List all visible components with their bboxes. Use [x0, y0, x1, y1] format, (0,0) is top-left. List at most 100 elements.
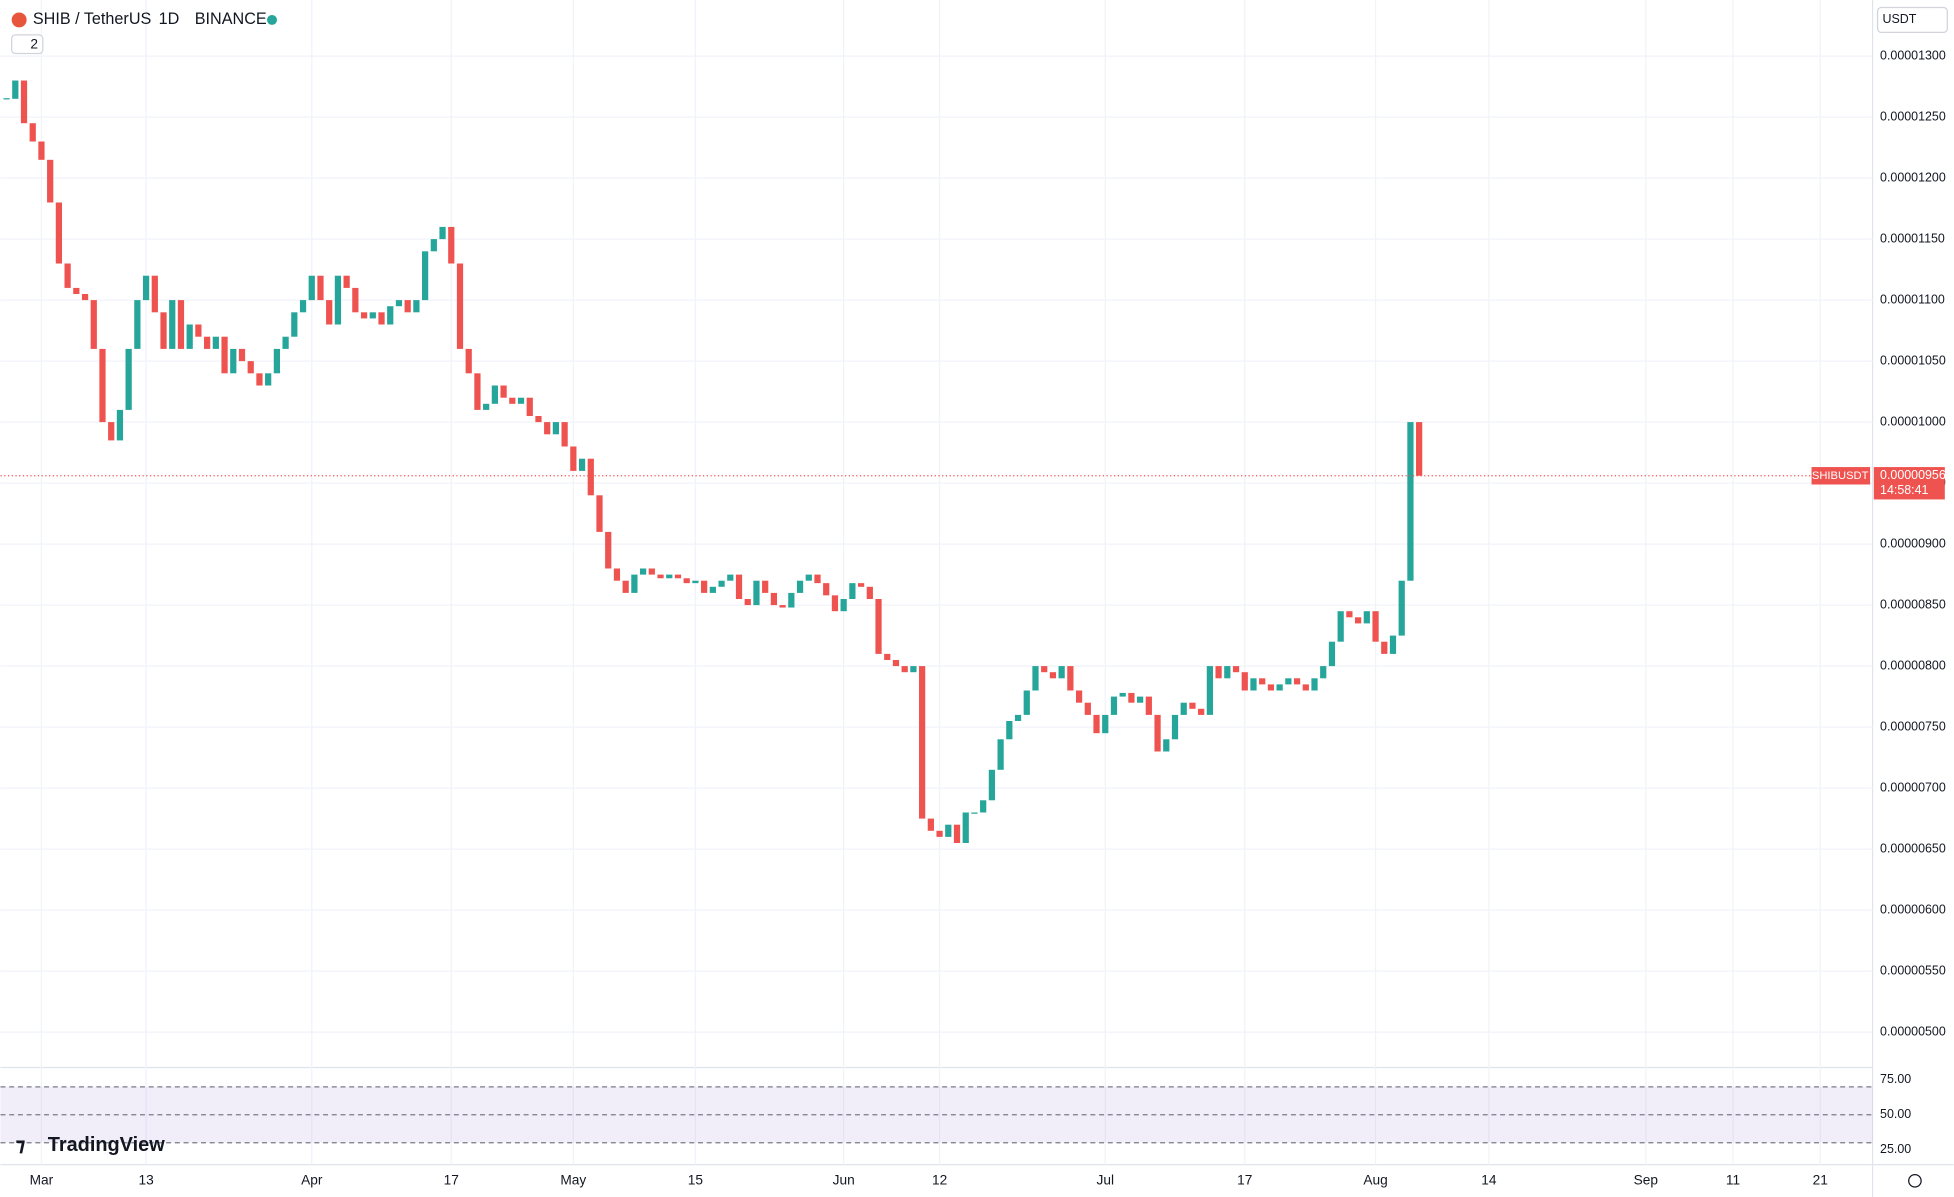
candle: [1320, 666, 1327, 679]
x-tick-label: 15: [688, 1172, 704, 1187]
y-tick-label: 0.00001050: [1880, 353, 1946, 367]
candle: [81, 294, 89, 301]
candle: [753, 580, 760, 606]
candle: [38, 141, 45, 160]
candle: [169, 300, 176, 349]
candle: [29, 123, 36, 142]
candle: [1049, 672, 1057, 679]
candle: [317, 275, 324, 301]
y-tick-label: 0.00000750: [1880, 719, 1946, 733]
candle: [953, 824, 961, 843]
candle: [788, 592, 795, 608]
rsi-tick-label: 50.00: [1880, 1107, 1911, 1121]
candle: [1154, 714, 1161, 752]
candle: [1354, 617, 1362, 624]
y-tick-label: 0.00000550: [1880, 963, 1946, 977]
y-tick-label: 0.00001100: [1880, 292, 1945, 306]
currency-button[interactable]: [1876, 6, 1948, 34]
x-tick-label: 11: [1726, 1172, 1740, 1187]
candle: [64, 263, 71, 288]
x-tick-label: 21: [1813, 1172, 1828, 1187]
candle: [186, 324, 193, 349]
candle: [326, 300, 333, 325]
candle: [99, 348, 106, 423]
y-tick-label: 0.00000700: [1880, 780, 1946, 794]
x-tick-label: May: [560, 1172, 586, 1187]
candle: [1206, 666, 1213, 715]
candle: [1163, 739, 1170, 752]
candle: [343, 275, 350, 288]
candle: [55, 202, 63, 264]
candle: [892, 659, 900, 667]
candle: [875, 598, 882, 654]
settings-icon[interactable]: [1908, 1173, 1922, 1188]
y-tick-label: 0.00000650: [1880, 841, 1946, 855]
candle: [116, 409, 124, 441]
candle: [474, 373, 481, 410]
candle: [1128, 692, 1135, 703]
candle: [1407, 422, 1414, 581]
candle: [526, 397, 533, 417]
candle: [552, 422, 560, 435]
candle: [805, 574, 812, 581]
candle: [47, 159, 54, 203]
candle: [509, 397, 516, 404]
candle: [3, 98, 10, 100]
candle: [735, 574, 743, 599]
indicator-toggle[interactable]: [11, 34, 44, 55]
x-tick-label: Jun: [833, 1172, 855, 1187]
candle: [1259, 678, 1266, 685]
candle: [483, 403, 490, 410]
candle: [387, 306, 394, 325]
candle: [936, 830, 943, 837]
candle: [90, 300, 97, 349]
interval: 1D: [159, 10, 180, 28]
y-tick-label: 0.00001250: [1880, 109, 1946, 123]
candle: [1058, 666, 1065, 679]
currency[interactable]: USDT: [1883, 12, 1917, 26]
candle: [578, 458, 586, 471]
candle: [1293, 678, 1301, 685]
candle: [605, 531, 612, 569]
x-tick-label: Apr: [301, 1172, 323, 1187]
countdown: 14:58:41: [1880, 483, 1928, 497]
x-tick-label: 17: [1237, 1172, 1252, 1187]
candle: [727, 574, 734, 581]
candle: [1215, 666, 1222, 679]
candle: [814, 574, 821, 584]
candle: [265, 373, 272, 386]
indicator-count[interactable]: 2: [30, 36, 38, 51]
candle: [221, 336, 228, 374]
price-tag: [1873, 467, 1945, 500]
candle: [142, 275, 150, 301]
y-tick-label: 0.00001200: [1880, 170, 1946, 184]
candle: [570, 446, 577, 471]
candle: [352, 287, 359, 313]
candle: [1389, 635, 1397, 654]
candle: [212, 336, 219, 349]
candle: [369, 312, 376, 319]
candle: [639, 568, 647, 575]
candle: [1416, 422, 1423, 476]
candle: [544, 422, 551, 435]
rsi-pane: [0, 1067, 1873, 1165]
candle: [1198, 708, 1205, 715]
candle: [840, 598, 847, 612]
candle: [962, 812, 969, 843]
candle: [491, 385, 498, 404]
candle: [1285, 678, 1292, 685]
symbol-icon: [11, 12, 27, 28]
candle: [884, 653, 891, 660]
candle: [901, 666, 908, 673]
grid: [0, 0, 1873, 1165]
candle: [230, 348, 237, 374]
candle: [125, 348, 132, 410]
candle: [1363, 611, 1370, 624]
candle: [1014, 714, 1022, 721]
x-tick-label: Mar: [30, 1172, 54, 1187]
candle: [108, 422, 115, 441]
candle: [657, 574, 664, 579]
x-tick-label: 17: [444, 1172, 459, 1187]
candle: [1372, 611, 1379, 642]
candle: [1250, 678, 1257, 691]
